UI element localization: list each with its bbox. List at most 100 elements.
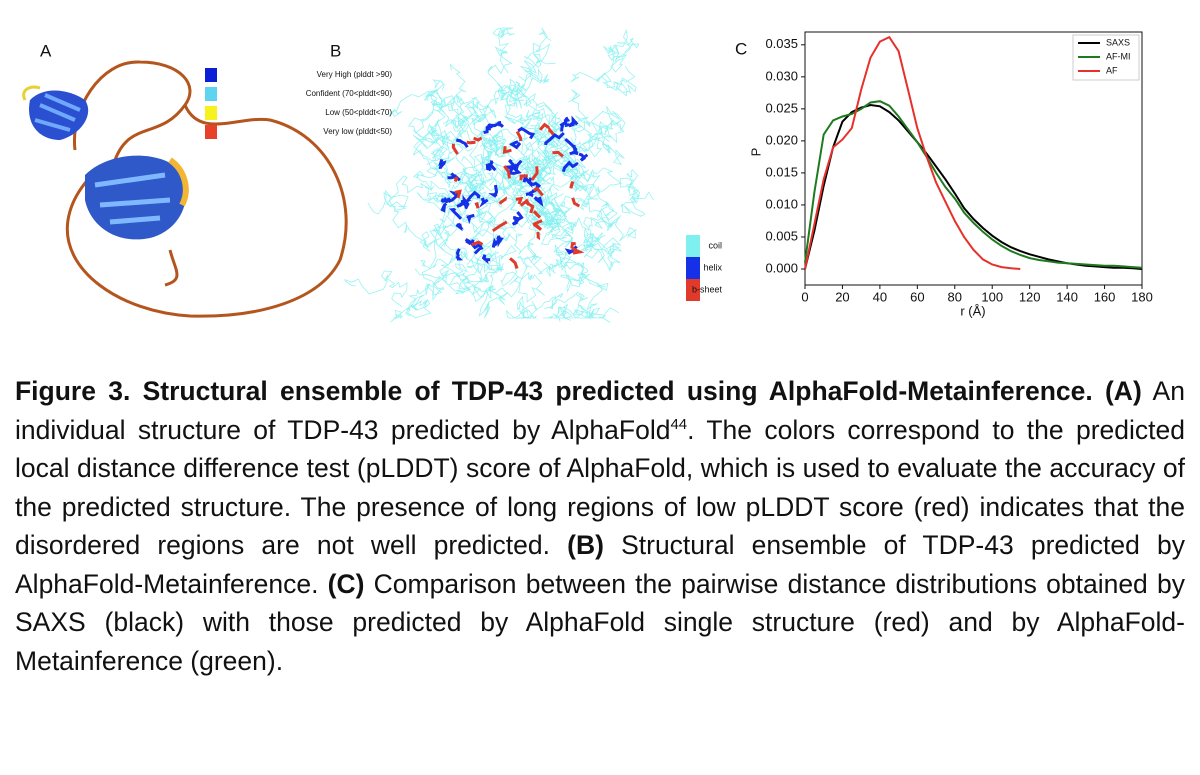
coil-trace [461,212,504,260]
coil-trace [540,195,590,230]
coil-trace [427,180,477,229]
sheet-trace [453,176,459,183]
sheet-trace [471,240,484,247]
sheet-trace [532,210,542,219]
coil-trace [473,136,519,179]
coil-trace [530,110,563,160]
helix-trace [563,116,571,128]
helix-trace [465,190,481,203]
coil-trace [449,167,508,195]
sheet-trace [570,242,576,249]
coil-trace [507,233,552,275]
helix-trace [455,138,469,149]
helix-trace [569,144,579,156]
axes-frame [804,31,1143,286]
coil-trace [406,268,443,311]
helix-trace [438,158,447,169]
legend-swatch [686,257,700,279]
legend-label: helix [703,262,722,272]
coil-trace [390,299,432,323]
x-tick-label: 80 [948,289,962,304]
x-tick-label: 60 [910,289,924,304]
y-tick-label: 0.035 [765,36,798,51]
coil-trace [570,115,612,154]
x-tick-label: 180 [1131,289,1153,304]
caption-text: . The colors correspond to the predicted… [15,414,1185,561]
helix-trace [466,213,475,225]
helix-trace [568,115,579,128]
helix-trace [491,235,501,248]
helix-trace [487,160,497,172]
data-line [804,103,1143,270]
coil-trace [367,175,430,215]
caption-text: Figure 3. Structural ensemble of TDP-43 … [15,376,1142,406]
helix-trace [508,159,523,172]
coil-trace [412,129,450,171]
helix-trace [479,197,489,208]
sheet-trace [533,223,543,231]
helix-trace [487,121,501,131]
helix-trace [483,123,492,135]
protein-structure [22,60,348,318]
helix-trace [578,152,589,162]
helix-trace [485,164,492,172]
coil-trace [432,272,494,303]
sheet-trace [503,165,511,179]
coil-trace [388,89,439,118]
y-tick-label: 0.015 [765,164,798,179]
coil-trace [344,270,408,307]
coil-trace [419,215,459,252]
legend-swatch [205,87,217,101]
legend-label: coil [708,240,722,250]
caption-text: Structural ensemble of TDP-43 predicted … [15,530,1185,599]
sheet-trace [519,198,531,207]
coil-trace [543,218,577,240]
coil-trace [583,227,600,259]
legend-label: Confident (70<plddt<90) [306,89,393,98]
helix-trace [455,248,464,261]
helix-trace [517,126,536,140]
helix-trace [512,211,524,221]
coil-trace [620,183,646,217]
sheet-trace [454,189,462,199]
panel-label: A [40,41,52,60]
coil-trace [549,291,611,323]
coil-trace [448,244,485,291]
coil-trace [594,242,622,272]
helix-trace [481,254,491,265]
caption-text: 44 [670,415,688,433]
y-tick-label: 0.025 [765,100,798,115]
caption-text: Comparison between the pairwise distance… [15,568,1185,676]
sheet-trace [474,201,480,209]
sheet-trace [533,186,544,197]
x-tick-label: 20 [835,289,849,304]
helix-trace [488,184,499,198]
caption-text: (C) [327,568,365,599]
legend-label: Very High (plddt >90) [317,70,393,79]
helix-trace [525,189,539,198]
coil-trace [532,210,574,248]
sheet-trace [536,231,541,241]
helix-trace [522,173,533,189]
coil-trace [481,51,513,121]
helix-trace [470,242,484,255]
coil-trace [432,155,456,188]
coil-trace [523,27,552,68]
coil-trace [442,104,489,130]
coil-trace [385,194,443,249]
legend-swatch [686,279,700,301]
data-line [804,35,1021,270]
x-tick-label: 160 [1094,289,1116,304]
coil-trace [523,192,568,225]
coil-trace [505,84,536,129]
y-tick-label: 0.005 [765,228,798,243]
caption-text: An individual structure of TDP-43 predic… [15,376,1185,445]
panel-label: C [735,39,747,58]
coil-trace [439,242,491,278]
helix-trace [533,196,544,208]
legend-label: AF [1106,65,1118,75]
x-tick-label: 120 [1019,289,1041,304]
coil-trace [427,79,446,146]
legend-label: Low (50<plddt<70) [325,108,392,117]
coil-trace [562,149,595,197]
